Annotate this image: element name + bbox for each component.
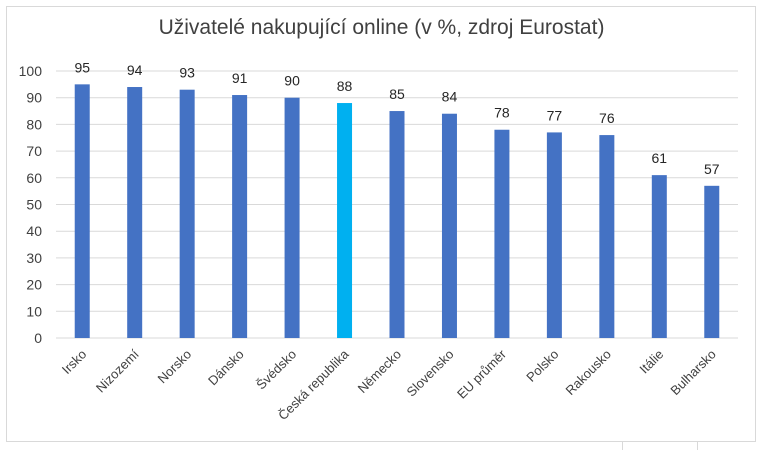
bar [337,103,353,338]
x-category-label: Itálie [636,347,666,377]
x-category-label: Slovensko [404,347,457,400]
x-category-label: Nizozemí [93,346,142,395]
y-tick-label: 50 [26,197,42,213]
bars [74,84,720,339]
data-label: 84 [442,89,458,105]
bar [546,132,562,338]
x-category-label: Rakousko [562,347,613,398]
y-tick-label: 20 [26,277,42,293]
data-label: 85 [389,86,405,102]
bar [494,129,510,338]
bar [441,113,457,338]
x-category-label: Polsko [523,347,561,385]
x-category-label: Dánsko [205,347,247,389]
bar [389,111,405,338]
y-tick-label: 80 [26,116,42,132]
chart-title: Uživatelé nakupující online (v %, zdroj … [158,16,605,39]
x-category-label: EU průměr [454,346,510,402]
bar [74,84,90,338]
data-label: 91 [232,70,248,86]
data-label: 88 [337,78,353,94]
data-label: 94 [127,62,143,78]
x-category-label: Norsko [155,347,195,387]
data-label: 78 [494,105,510,121]
data-label: 90 [284,73,300,89]
bar [127,87,143,339]
x-category-label: Německo [355,347,404,396]
y-axis-ticks: 0 10 20 30 40 50 60 70 80 90 100 [19,63,43,346]
y-tick-label: 40 [26,223,42,239]
data-label: 93 [179,65,195,81]
bar [599,135,615,338]
y-tick-label: 60 [26,170,42,186]
data-label: 76 [599,110,615,126]
x-category-label: Švédsko [253,347,299,393]
bar [651,175,667,338]
y-tick-label: 0 [34,330,42,346]
bar [284,97,300,338]
y-tick-label: 10 [26,303,42,319]
y-tick-label: 70 [26,143,42,159]
hidden-panel-stub [622,441,698,450]
bar [232,95,248,338]
bar [704,185,720,338]
data-label: 57 [704,161,720,177]
data-label: 95 [74,59,90,75]
x-category-label: Bulharsko [667,347,718,398]
data-label: 77 [547,107,563,123]
y-tick-label: 100 [19,63,43,79]
data-labels: 95 94 93 91 90 88 85 84 78 77 76 61 57 [74,59,719,176]
y-tick-label: 90 [26,90,42,106]
x-category-label: Irsko [59,347,90,378]
y-tick-label: 30 [26,250,42,266]
bar [179,89,195,338]
data-label: 61 [652,150,668,166]
